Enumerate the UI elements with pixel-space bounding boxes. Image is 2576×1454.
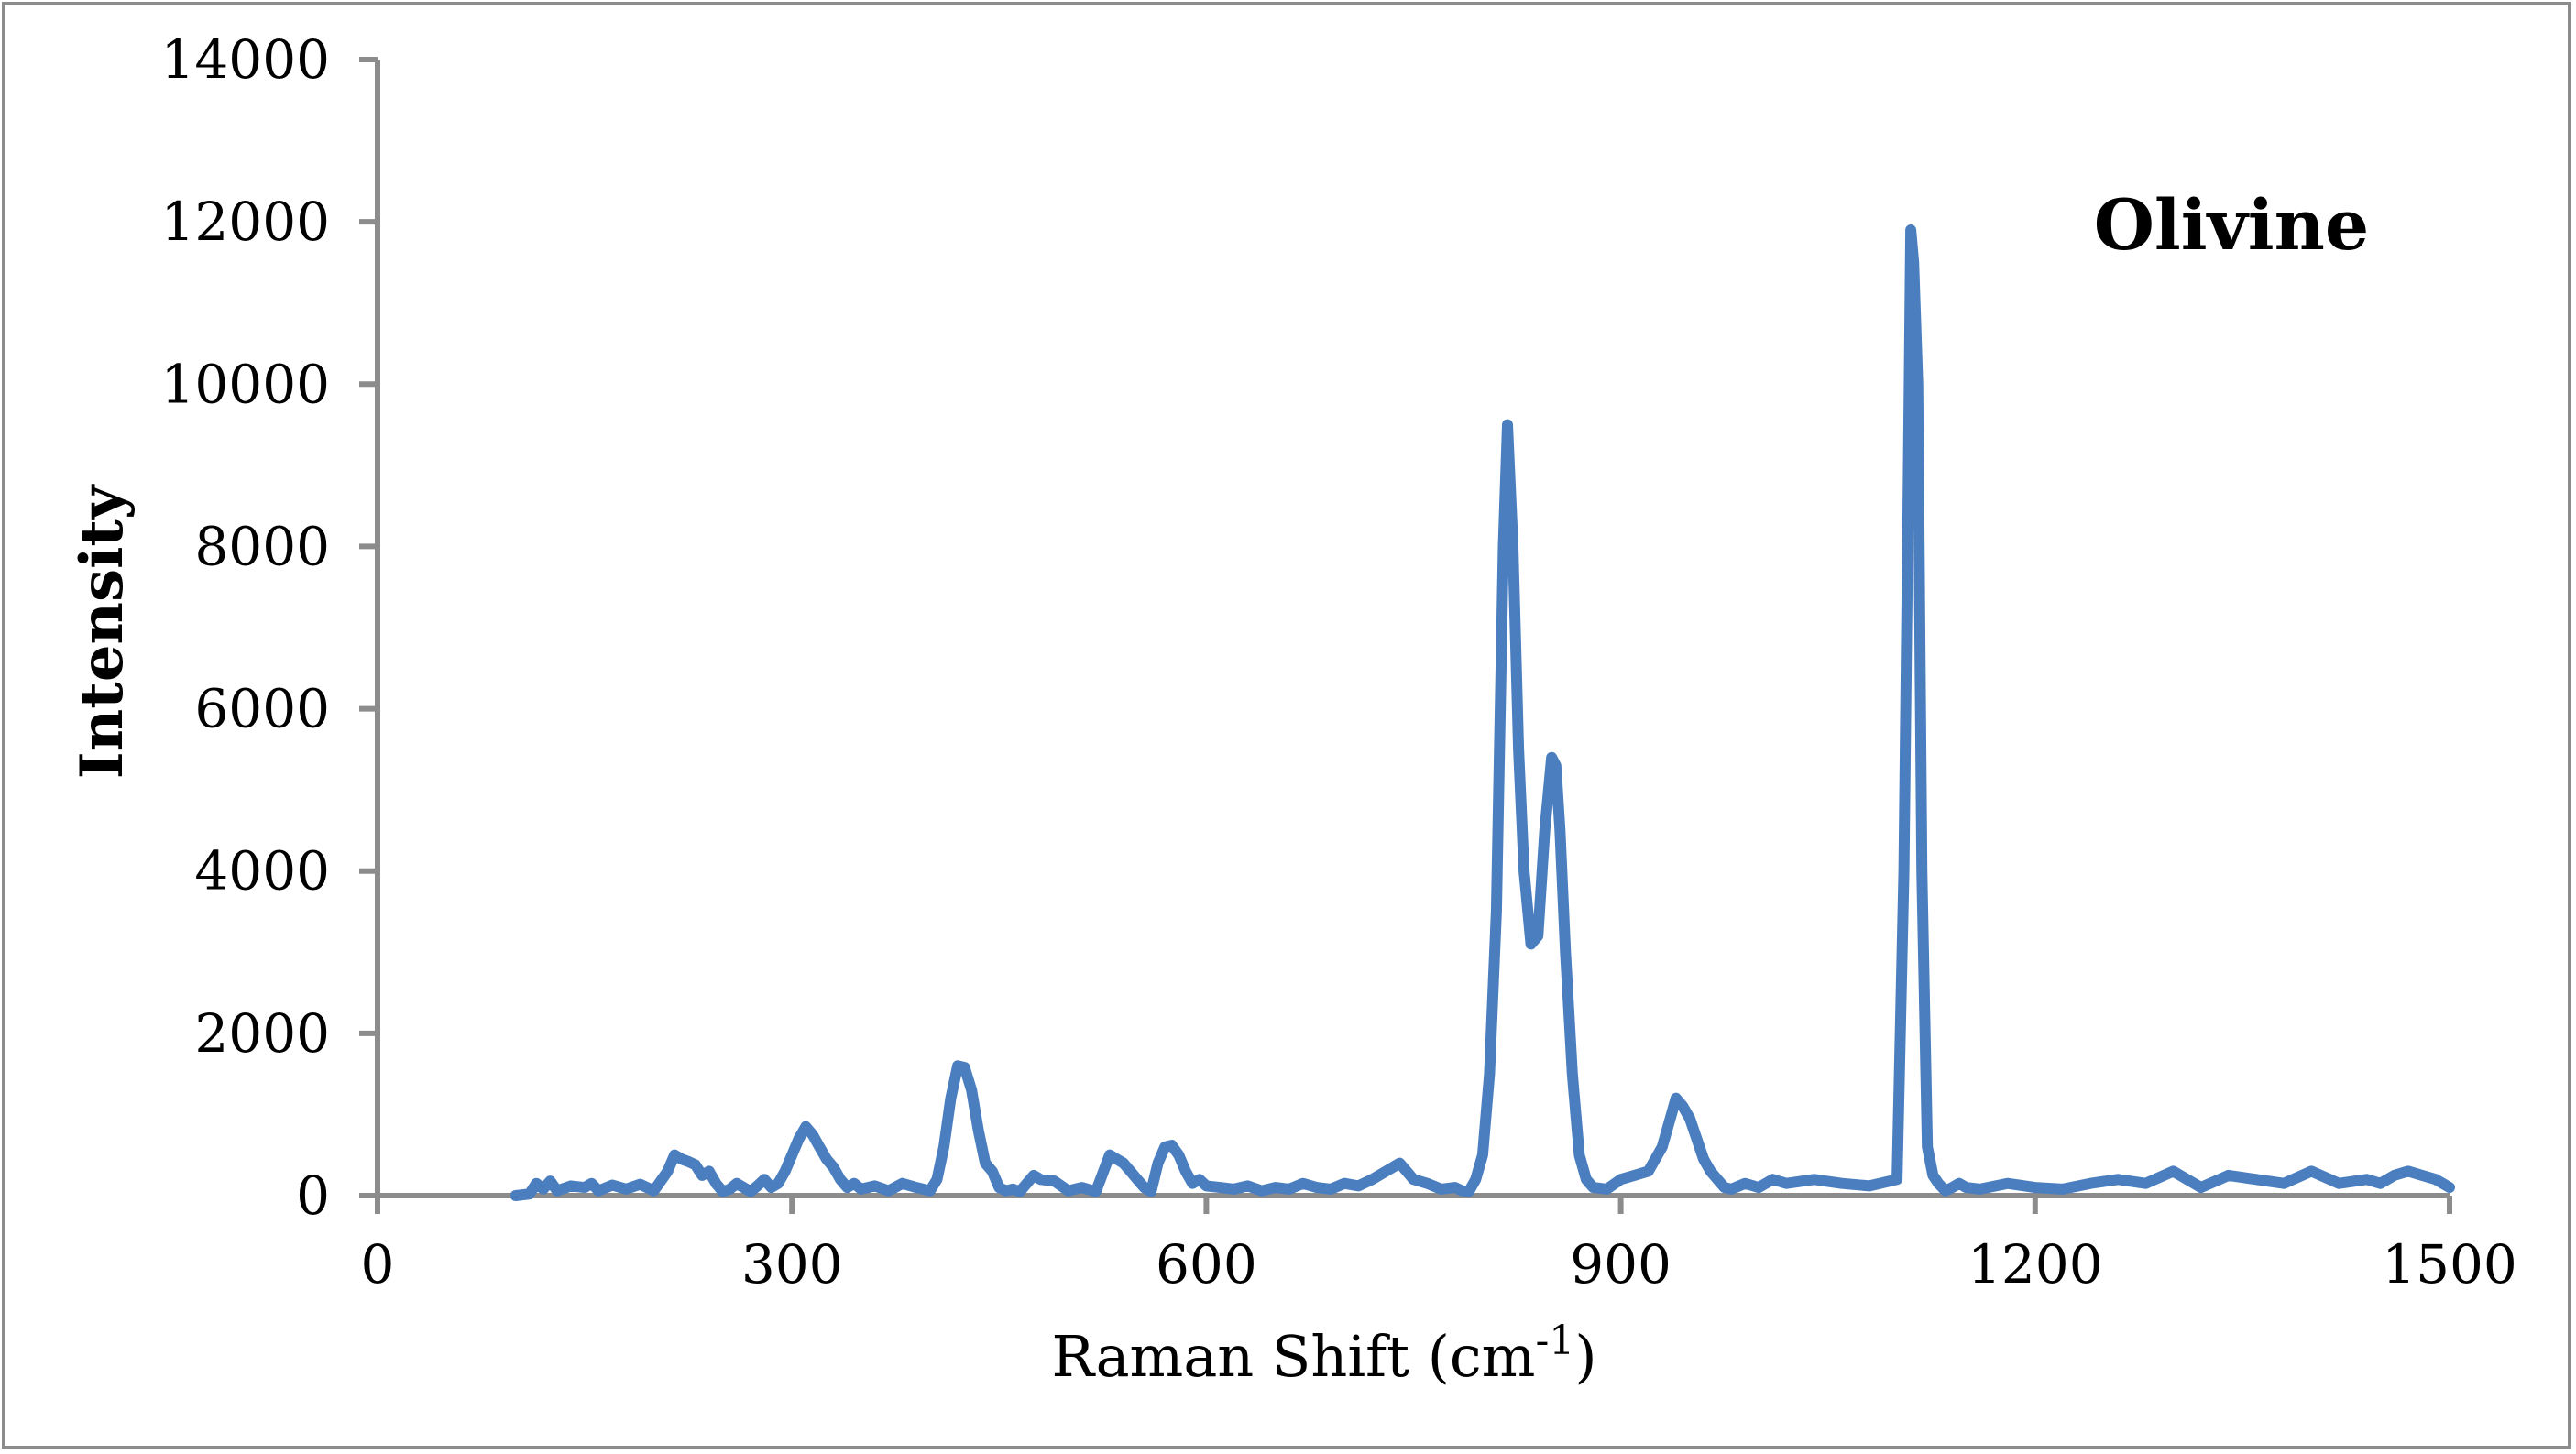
x-axis-title-tail: ) <box>1574 1323 1596 1390</box>
x-tick-label: 1500 <box>2382 1233 2517 1295</box>
y-tick-label: 4000 <box>194 840 330 902</box>
y-tick-label: 10000 <box>160 353 330 415</box>
y-tick-label: 8000 <box>194 515 330 577</box>
x-axis-title-main: Raman Shift (cm <box>1051 1323 1535 1390</box>
y-tick-label: 2000 <box>194 1002 330 1065</box>
x-tick-label: 1200 <box>1968 1233 2103 1295</box>
x-axis-title: Raman Shift (cm-1) <box>1051 1317 1596 1390</box>
x-axis-ticks: 0 300 600 900 1200 1500 <box>361 1196 2517 1295</box>
x-axis-title-superscript: -1 <box>1535 1317 1574 1364</box>
series-line-olivine <box>510 224 2455 1201</box>
x-tick-label: 900 <box>1570 1233 1672 1295</box>
y-axis-title: Intensity <box>68 484 137 779</box>
olivine-annotation: Olivine <box>2094 184 2370 266</box>
x-tick-label: 0 <box>361 1233 395 1295</box>
y-axis-ticks: 0 2000 4000 6000 8000 10000 12000 14000 <box>160 28 378 1227</box>
x-tick-label: 300 <box>741 1233 843 1295</box>
y-tick-label: 12000 <box>160 191 330 253</box>
y-tick-label: 14000 <box>160 28 330 91</box>
y-tick-label: 6000 <box>194 678 330 740</box>
x-tick-label: 600 <box>1156 1233 1257 1295</box>
y-tick-label: 0 <box>296 1164 330 1227</box>
